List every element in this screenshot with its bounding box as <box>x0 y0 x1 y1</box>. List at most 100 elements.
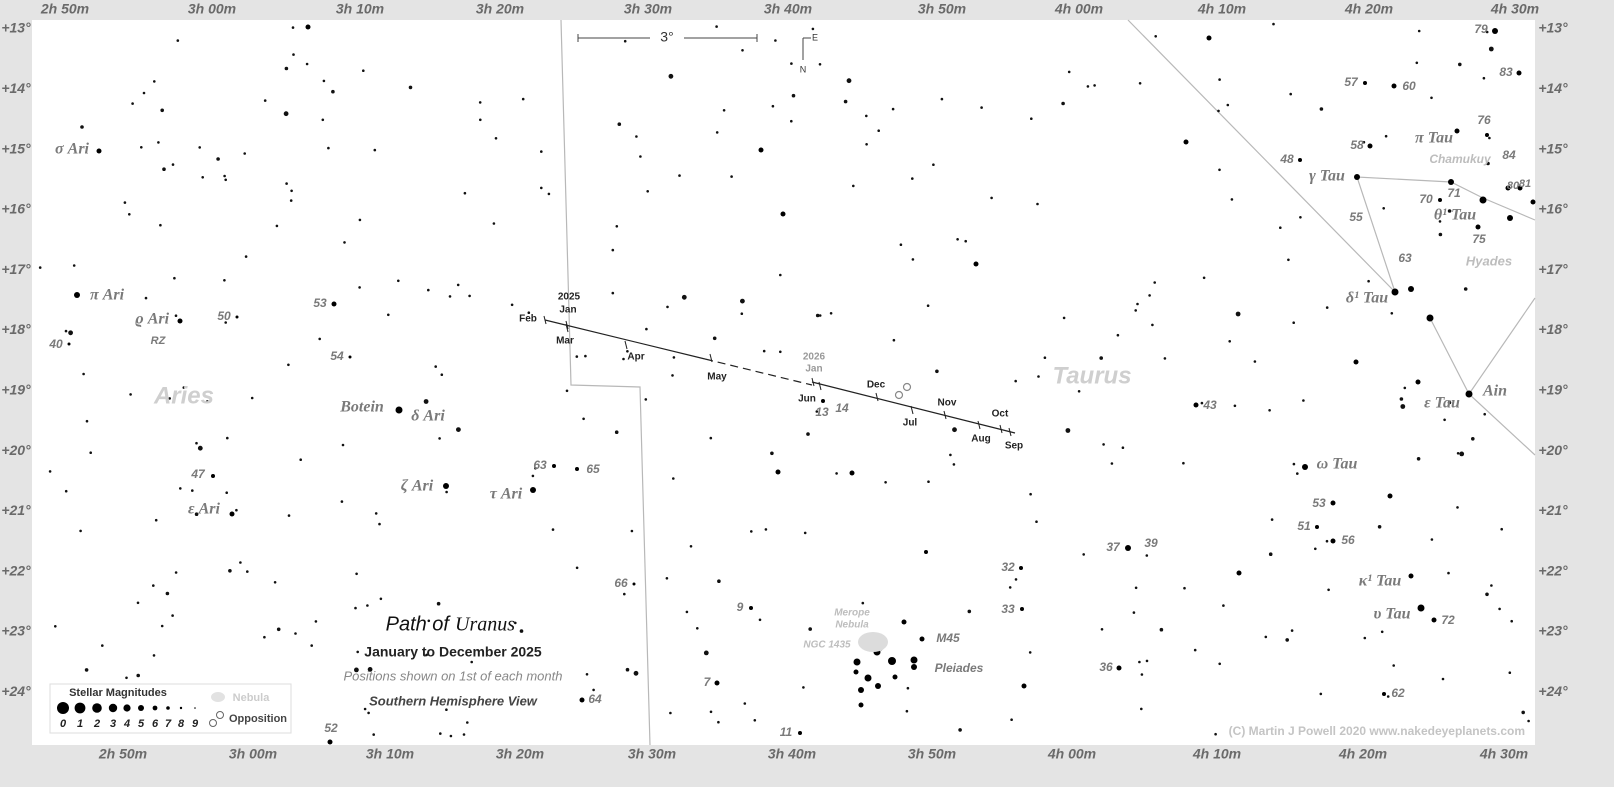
bright-star <box>1479 196 1487 204</box>
star <box>949 453 952 457</box>
star <box>283 111 289 117</box>
star <box>717 579 721 583</box>
star <box>1136 302 1139 306</box>
star <box>1148 294 1151 297</box>
star <box>445 708 448 711</box>
star-label: 56 <box>1341 533 1355 547</box>
compass-north: N <box>800 64 807 74</box>
star <box>299 458 303 462</box>
star <box>1218 168 1221 172</box>
star <box>468 294 471 298</box>
star-label: 80 <box>1507 180 1520 192</box>
bright-star <box>229 511 235 517</box>
star <box>1456 506 1459 509</box>
star-label: 65 <box>586 462 600 476</box>
star <box>665 577 669 580</box>
star <box>740 298 745 304</box>
month-label: Aug <box>971 434 990 445</box>
bright-star <box>1116 665 1122 671</box>
star <box>531 474 535 478</box>
star-label: Ain <box>1482 383 1507 400</box>
star <box>354 606 357 610</box>
star <box>239 561 242 564</box>
star <box>1319 107 1324 111</box>
star <box>1093 84 1096 87</box>
star <box>911 258 915 261</box>
star <box>1182 461 1185 465</box>
bright-star <box>177 318 183 324</box>
star <box>514 621 517 625</box>
star <box>101 644 104 647</box>
star <box>669 711 672 715</box>
star <box>448 295 452 298</box>
compass-east: E <box>812 32 818 42</box>
star <box>779 350 782 354</box>
month-label: Jun <box>798 394 816 405</box>
dec-label-left: +14° <box>1 80 31 96</box>
ra-label-bottom: 2h 50m <box>98 746 147 762</box>
star <box>246 570 249 573</box>
star <box>64 489 68 493</box>
star <box>678 174 681 177</box>
star <box>1028 651 1032 654</box>
star <box>1456 452 1460 455</box>
bright-star <box>67 342 71 346</box>
month-tick <box>565 320 569 330</box>
star <box>195 441 198 445</box>
star <box>540 186 543 190</box>
star <box>1067 70 1071 74</box>
star <box>223 279 226 282</box>
star-label: κ¹ Tau <box>1359 573 1402 590</box>
star-label: 51 <box>1297 519 1311 533</box>
bright-star <box>1475 224 1481 230</box>
star <box>877 129 880 132</box>
star <box>478 101 482 104</box>
star <box>387 313 390 317</box>
bright-star <box>919 636 925 642</box>
star <box>321 118 325 122</box>
bright-star <box>305 24 311 30</box>
star <box>846 78 852 84</box>
star <box>1065 428 1071 433</box>
star-label: 11 <box>780 725 793 739</box>
star <box>1253 360 1257 363</box>
star <box>1459 451 1465 457</box>
star <box>228 569 232 573</box>
star <box>174 571 178 574</box>
bright-star <box>579 697 585 703</box>
star <box>1485 30 1489 34</box>
bright-star <box>327 739 333 745</box>
star <box>1285 638 1289 642</box>
star <box>425 653 428 657</box>
star <box>764 528 768 531</box>
star <box>1447 400 1452 405</box>
bright-star <box>1021 683 1027 689</box>
star-label: 39 <box>1144 536 1158 550</box>
star <box>327 146 330 150</box>
star <box>905 709 909 713</box>
bright-star <box>853 669 859 675</box>
star <box>666 305 669 309</box>
star <box>717 720 720 724</box>
star <box>1132 611 1136 614</box>
month-label: Feb <box>519 314 537 325</box>
star <box>1159 627 1164 632</box>
star <box>540 150 543 153</box>
star <box>223 174 226 178</box>
bright-star <box>1315 525 1319 529</box>
star <box>771 104 775 108</box>
ra-label-bottom: 4h 30m <box>1479 746 1528 762</box>
month-tick <box>999 424 1003 434</box>
star <box>625 667 630 672</box>
star <box>1154 35 1157 38</box>
star <box>436 601 441 606</box>
star <box>159 223 162 227</box>
star <box>1483 412 1486 416</box>
bright-star <box>1426 314 1434 322</box>
star <box>160 624 164 628</box>
star-label: 40 <box>48 337 63 351</box>
star <box>790 119 793 123</box>
star-label: 53 <box>313 296 327 310</box>
month-label: Dec <box>867 380 886 391</box>
